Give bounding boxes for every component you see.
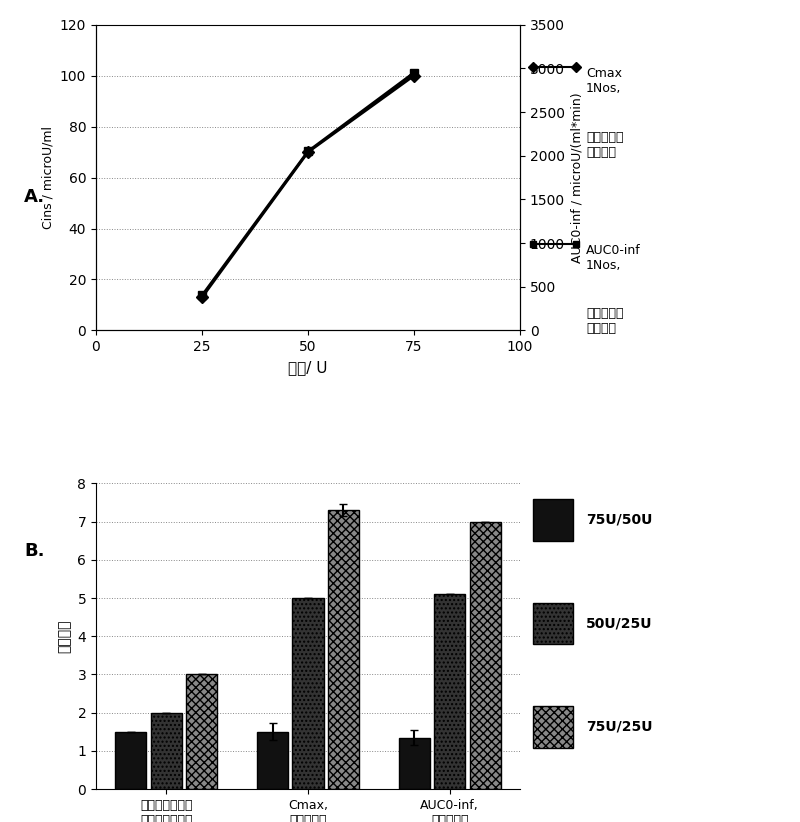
Text: Cmax
1Nos,: Cmax 1Nos,	[586, 67, 622, 95]
Y-axis label: 剂量比率: 剂量比率	[58, 620, 72, 653]
FancyBboxPatch shape	[534, 499, 573, 541]
Text: 75U/50U: 75U/50U	[586, 513, 653, 527]
Text: 75U/25U: 75U/25U	[586, 720, 653, 734]
Text: AUC0-inf
1Nos,: AUC0-inf 1Nos,	[586, 244, 641, 272]
Text: A.: A.	[24, 188, 45, 206]
FancyBboxPatch shape	[534, 706, 573, 748]
Bar	[328, 510, 359, 789]
Y-axis label: AUC0-inf / microU/(ml*min): AUC0-inf / microU/(ml*min)	[570, 92, 583, 263]
Bar	[115, 732, 146, 789]
Y-axis label: Cins / microU/ml: Cins / microU/ml	[42, 126, 54, 229]
FancyBboxPatch shape	[534, 603, 573, 644]
Bar	[150, 713, 182, 789]
Text: 50U/25U: 50U/25U	[586, 616, 653, 630]
Bar	[398, 737, 430, 789]
Text: B.: B.	[24, 542, 45, 560]
Text: 基线校正过
（右轴）: 基线校正过 （右轴）	[586, 307, 623, 335]
Bar	[186, 675, 218, 789]
Bar	[434, 594, 466, 789]
Text: 基线校正过
（左轴）: 基线校正过 （左轴）	[586, 131, 623, 159]
Bar	[293, 598, 323, 789]
X-axis label: 剂量/ U: 剂量/ U	[288, 360, 328, 375]
Bar	[257, 732, 288, 789]
Bar	[470, 522, 501, 789]
